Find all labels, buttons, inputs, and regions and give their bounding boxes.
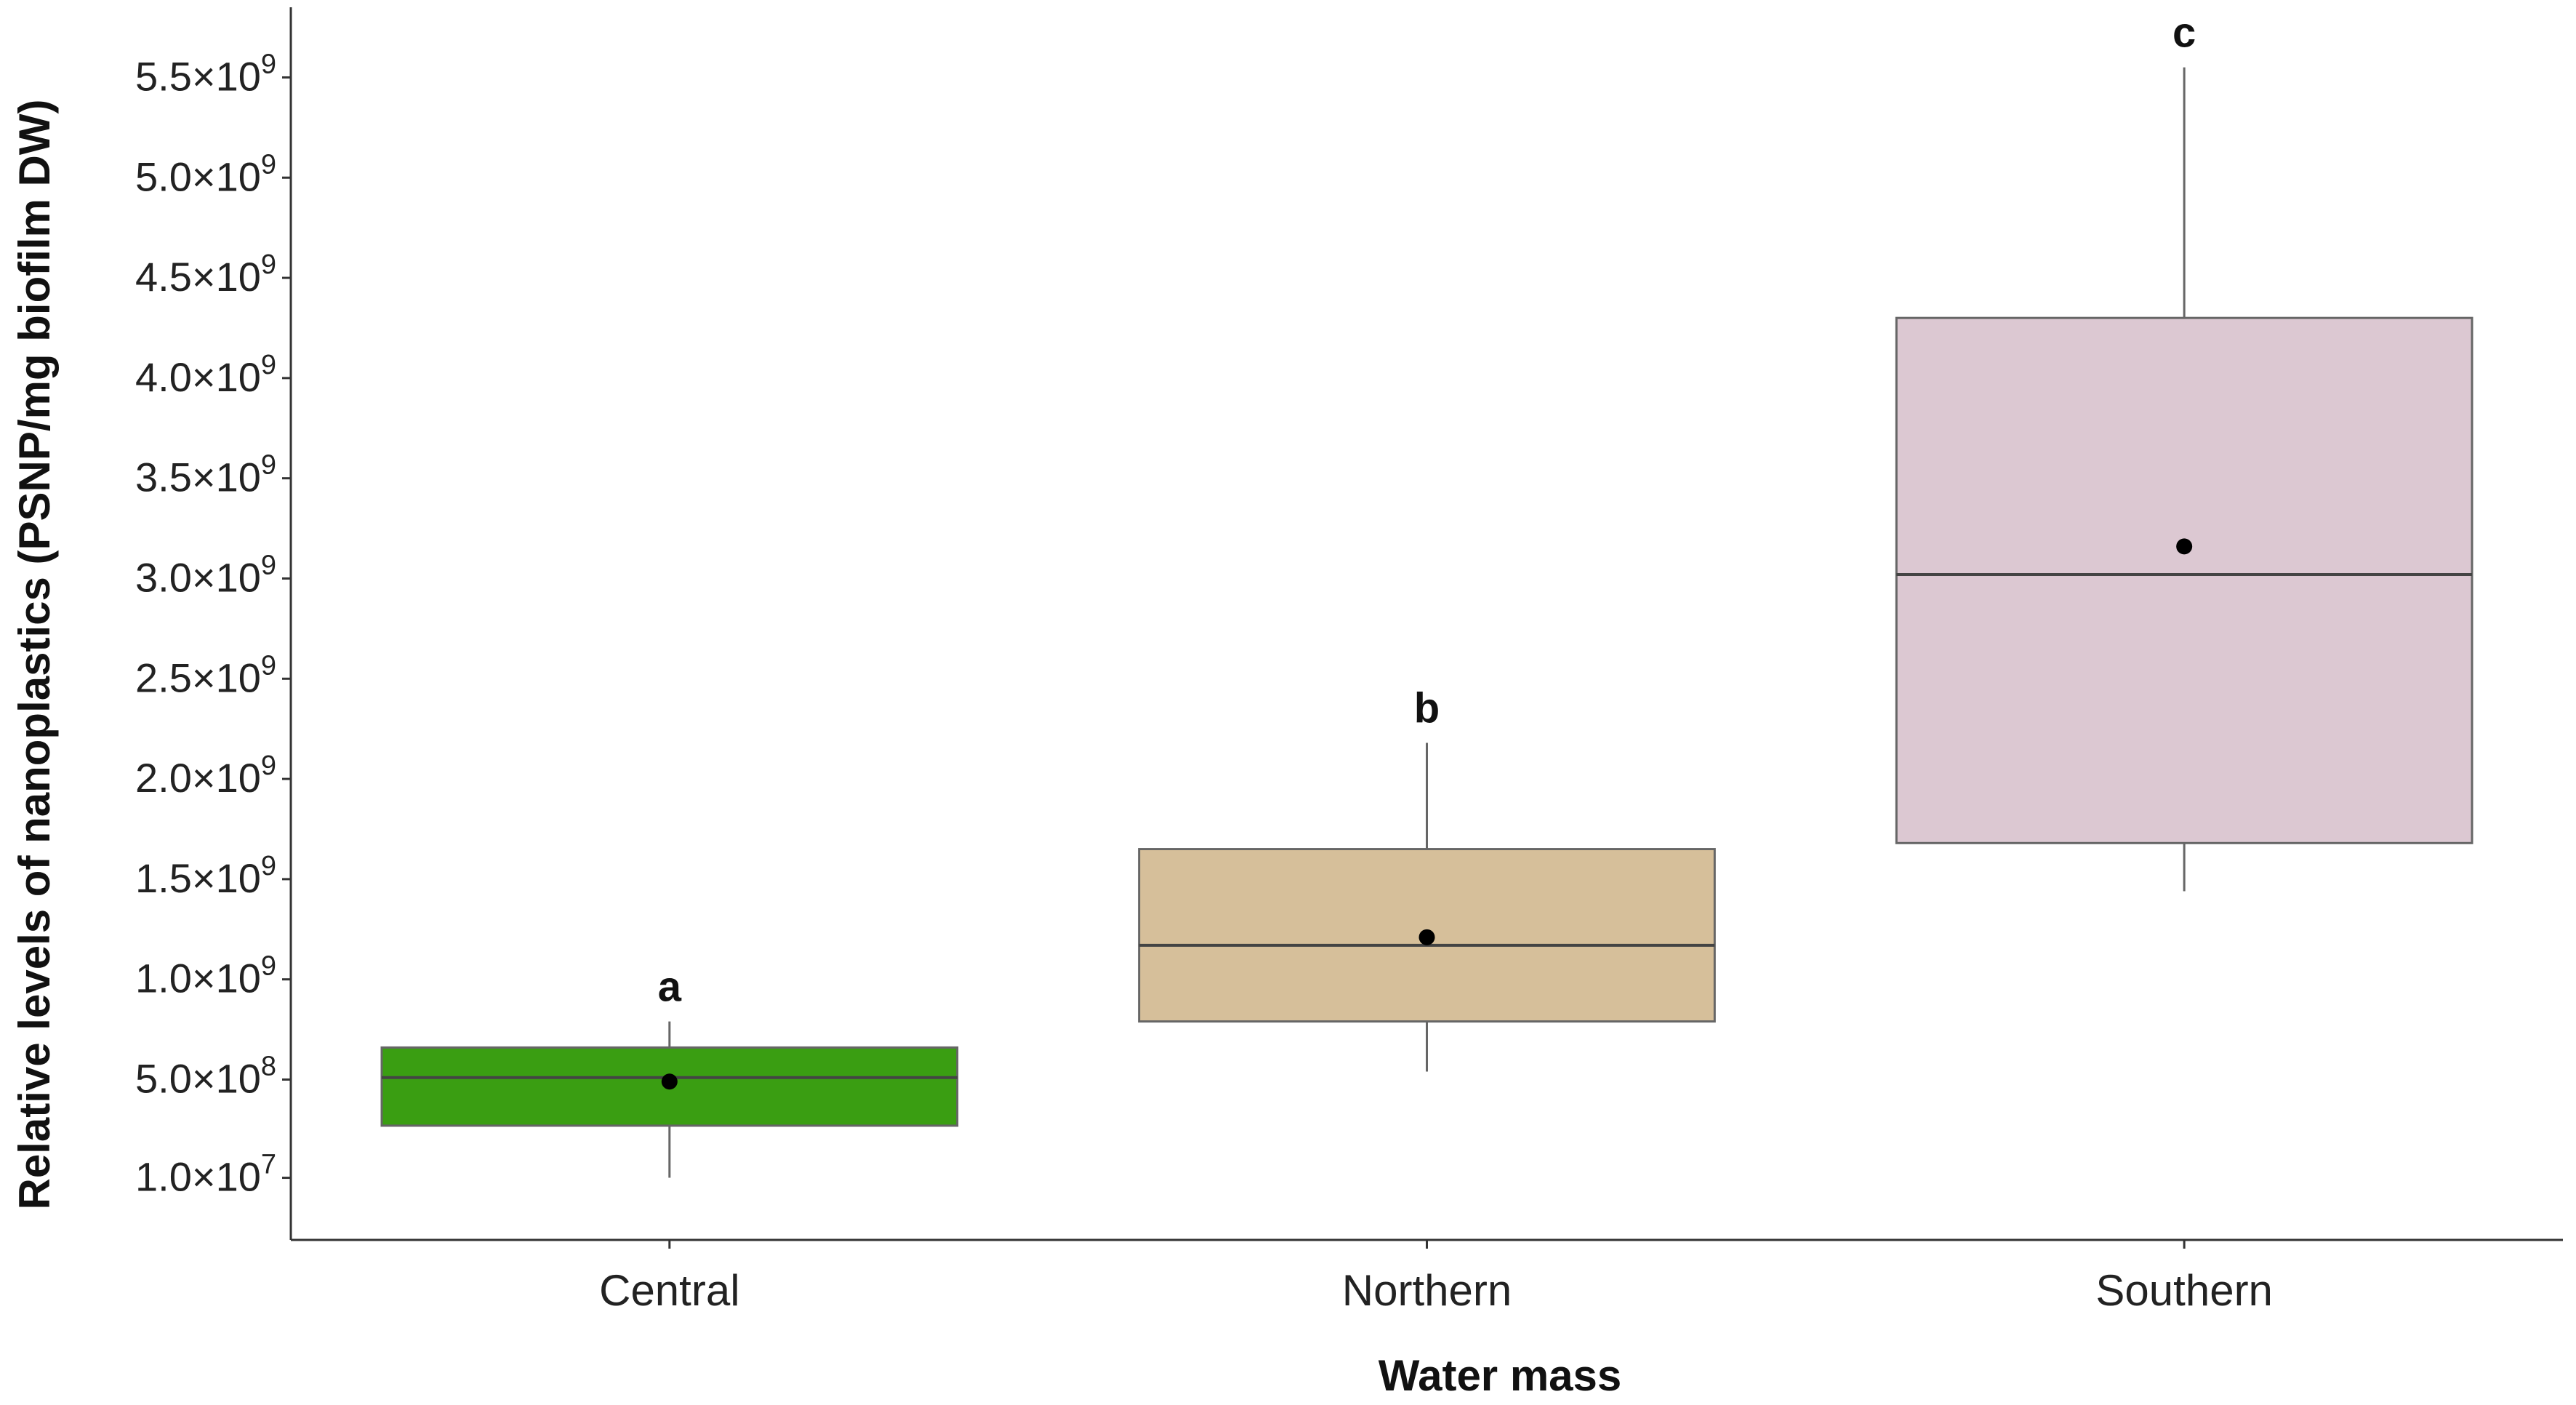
y-tick-exponent: 9 xyxy=(261,851,276,881)
y-tick-mantissa: 5.0×10 xyxy=(135,153,261,199)
y-tick-label: 5.0×108 xyxy=(135,1052,276,1102)
iqr-box xyxy=(1895,316,2473,844)
mean-point xyxy=(1419,929,1435,945)
y-tick-label: 3.5×109 xyxy=(135,450,276,500)
y-tick-exponent: 9 xyxy=(261,350,276,380)
y-tick-mantissa: 2.5×10 xyxy=(135,655,261,700)
y-tick-mantissa: 4.5×10 xyxy=(135,254,261,300)
y-tick-mantissa: 2.0×10 xyxy=(135,755,261,801)
significance-letter: b xyxy=(1414,684,1440,732)
y-tick-label: 2.5×109 xyxy=(135,650,276,700)
y-tick-label: 1.5×109 xyxy=(135,851,276,901)
y-tick-label: 5.0×109 xyxy=(135,149,276,199)
y-tick-label: 5.5×109 xyxy=(135,49,276,99)
y-tick-exponent: 9 xyxy=(261,149,276,180)
box-northern: b xyxy=(1138,684,1716,1072)
significance-letter: a xyxy=(658,964,682,1011)
y-tick-exponent: 9 xyxy=(261,951,276,982)
x-tick-label: Central xyxy=(599,1266,739,1315)
x-tick-label: Northern xyxy=(1342,1266,1512,1315)
iqr-box xyxy=(1138,848,1716,1023)
y-tick-exponent: 9 xyxy=(261,750,276,781)
x-ticks: Central Northern Southern xyxy=(599,1240,2273,1315)
y-tick-mantissa: 5.5×10 xyxy=(135,53,261,99)
y-tick-exponent: 7 xyxy=(261,1150,276,1180)
y-tick-mantissa: 1.5×10 xyxy=(135,855,261,901)
y-tick-mantissa: 1.0×10 xyxy=(135,1154,261,1200)
y-tick-exponent: 9 xyxy=(261,249,276,280)
y-tick-exponent: 9 xyxy=(261,550,276,580)
y-tick-mantissa: 5.0×10 xyxy=(135,1056,261,1102)
mean-point xyxy=(2176,538,2193,555)
y-tick-mantissa: 3.5×10 xyxy=(135,455,261,500)
y-tick-label: 4.0×109 xyxy=(135,350,276,400)
x-tick-label: Southern xyxy=(2095,1266,2273,1315)
box-central: a xyxy=(380,964,959,1178)
y-tick-exponent: 9 xyxy=(261,49,276,79)
y-tick-label: 2.0×109 xyxy=(135,750,276,801)
y-tick-exponent: 8 xyxy=(261,1052,276,1082)
y-tick-label: 1.0×109 xyxy=(135,951,276,1001)
y-tick-label: 1.0×107 xyxy=(135,1150,276,1200)
x-axis-title: Water mass xyxy=(1379,1351,1622,1400)
box-southern: c xyxy=(1895,9,2473,892)
y-tick-mantissa: 1.0×10 xyxy=(135,956,261,1001)
y-tick-mantissa: 4.0×10 xyxy=(135,354,261,400)
y-tick-label: 3.0×109 xyxy=(135,550,276,600)
significance-letter: c xyxy=(2172,9,2196,57)
y-tick-exponent: 9 xyxy=(261,450,276,481)
y-ticks: 1.0×1075.0×1081.0×1091.5×1092.0×1092.5×1… xyxy=(135,49,291,1200)
y-axis-title: Relative levels of nanoplastics (PSNP/mg… xyxy=(10,100,59,1210)
mean-point xyxy=(661,1073,678,1090)
y-tick-label: 4.5×109 xyxy=(135,249,276,300)
y-tick-mantissa: 3.0×10 xyxy=(135,554,261,600)
boxes: a b c xyxy=(380,9,2473,1178)
y-tick-exponent: 9 xyxy=(261,650,276,681)
